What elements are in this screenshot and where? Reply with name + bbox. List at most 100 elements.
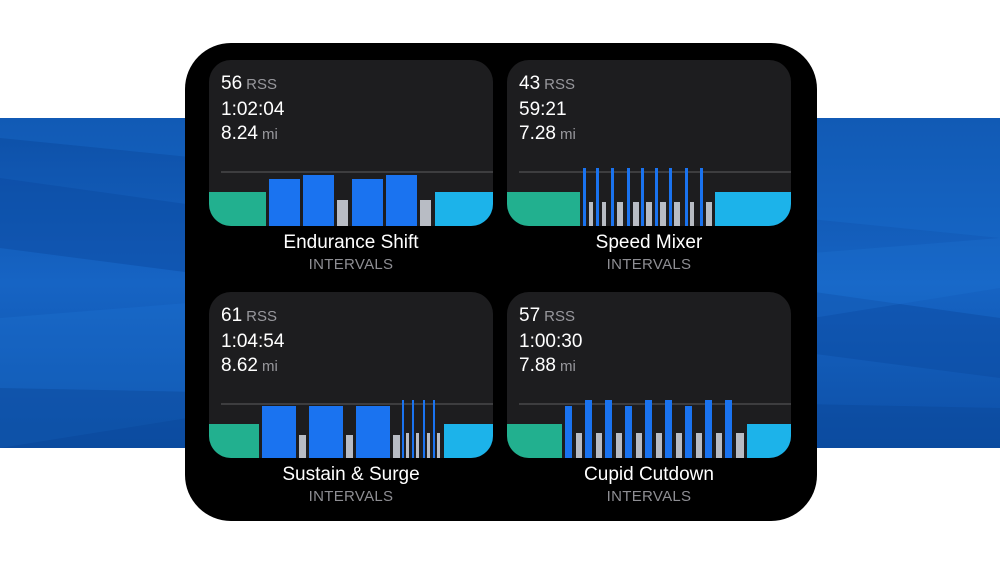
rss-stat: 56 RSS (221, 72, 284, 98)
work-interval (433, 400, 435, 458)
work-interval (725, 400, 732, 458)
workout-title-block: Cupid Cutdown INTERVALS (507, 463, 791, 507)
work-interval (665, 400, 672, 458)
workout-name: Cupid Cutdown (584, 464, 714, 485)
workout-card-speed-mixer[interactable]: 43 RSS 59:21 7.28 mi (507, 60, 791, 226)
workout-card-sustain-surge[interactable]: 61 RSS 1:04:54 8.62 mi (209, 292, 493, 458)
cooldown-segment (435, 192, 493, 226)
rss-unit: RSS (246, 308, 277, 325)
recovery-interval (589, 202, 593, 226)
warmup-segment (209, 192, 266, 226)
cooldown-segment (444, 424, 493, 458)
work-interval (596, 168, 599, 226)
distance-value: 7.88 (519, 355, 556, 376)
rss-value: 61 (221, 305, 243, 326)
work-interval (645, 400, 652, 458)
work-interval (705, 400, 712, 458)
recovery-interval (706, 202, 712, 226)
work-interval (565, 406, 572, 458)
recovery-interval (337, 200, 348, 226)
recovery-interval (736, 433, 744, 458)
work-interval (356, 406, 390, 458)
workout-type: INTERVALS (308, 488, 394, 505)
cooldown-segment (715, 192, 791, 226)
distance-value: 7.28 (519, 123, 556, 144)
workout-name: Sustain & Surge (282, 464, 420, 485)
recovery-interval (646, 202, 652, 226)
recovery-interval (633, 202, 639, 226)
workout-card-cupid-cutdown[interactable]: 57 RSS 1:00:30 7.88 mi (507, 292, 791, 458)
work-interval (669, 168, 672, 226)
recovery-interval (437, 433, 440, 458)
duration: 1:00:30 (519, 330, 583, 352)
cooldown-segment (747, 424, 791, 458)
rss-stat: 43 RSS (519, 72, 576, 98)
work-interval (262, 406, 296, 458)
recovery-interval (716, 433, 722, 458)
distance-unit: mi (261, 126, 278, 143)
workout-stats: 43 RSS 59:21 7.28 mi (519, 72, 576, 148)
recovery-interval (617, 202, 623, 226)
work-interval (412, 400, 414, 458)
rss-unit: RSS (544, 76, 575, 93)
rss-stat: 61 RSS (221, 304, 284, 330)
workout-type: INTERVALS (606, 488, 692, 505)
work-interval (641, 168, 644, 226)
work-interval (386, 175, 417, 226)
recovery-interval (602, 202, 606, 226)
work-interval (611, 168, 614, 226)
work-interval (605, 400, 612, 458)
work-interval (402, 400, 404, 458)
work-interval (655, 168, 658, 226)
duration: 59:21 (519, 98, 567, 120)
recovery-interval (636, 433, 642, 458)
workout-stats: 56 RSS 1:02:04 8.24 mi (221, 72, 284, 148)
workout-stats: 61 RSS 1:04:54 8.62 mi (221, 304, 284, 380)
work-interval (423, 400, 425, 458)
workout-name: Speed Mixer (595, 232, 703, 253)
rss-value: 57 (519, 305, 541, 326)
recovery-interval (656, 433, 662, 458)
rss-stat: 57 RSS (519, 304, 582, 330)
recovery-interval (696, 433, 702, 458)
workout-card-endurance-shift[interactable]: 56 RSS 1:02:04 8.24 mi (209, 60, 493, 226)
workout-stats: 57 RSS 1:00:30 7.88 mi (519, 304, 582, 380)
recovery-interval (676, 433, 682, 458)
distance-stat: 8.24 mi (221, 122, 284, 148)
duration: 1:04:54 (221, 330, 285, 352)
work-interval (269, 179, 300, 226)
distance-stat: 7.88 mi (519, 354, 582, 380)
distance-unit: mi (559, 358, 576, 375)
rss-unit: RSS (544, 308, 575, 325)
workout-title-block: Speed Mixer INTERVALS (507, 231, 791, 275)
recovery-interval (576, 433, 582, 458)
recovery-interval (420, 200, 431, 226)
workout-type: INTERVALS (606, 256, 692, 273)
recovery-interval (596, 433, 602, 458)
recovery-interval (616, 433, 622, 458)
work-interval (625, 406, 632, 458)
duration: 1:02:04 (221, 98, 285, 120)
interval-chart (507, 400, 791, 458)
work-interval (585, 400, 592, 458)
recovery-interval (674, 202, 680, 226)
warmup-segment (507, 424, 562, 458)
work-interval (627, 168, 630, 226)
interval-chart (209, 400, 493, 458)
rss-value: 56 (221, 73, 243, 94)
distance-value: 8.24 (221, 123, 258, 144)
interval-chart (507, 168, 791, 226)
recovery-interval (690, 202, 694, 226)
recovery-interval (299, 435, 306, 458)
distance-stat: 7.28 mi (519, 122, 576, 148)
recovery-interval (393, 435, 400, 458)
work-interval (685, 168, 688, 226)
distance-unit: mi (559, 126, 576, 143)
recovery-interval (416, 433, 419, 458)
rss-value: 43 (519, 73, 541, 94)
distance-stat: 8.62 mi (221, 354, 284, 380)
recovery-interval (427, 433, 430, 458)
rss-unit: RSS (246, 76, 277, 93)
work-interval (685, 406, 692, 458)
recovery-interval (406, 433, 409, 458)
